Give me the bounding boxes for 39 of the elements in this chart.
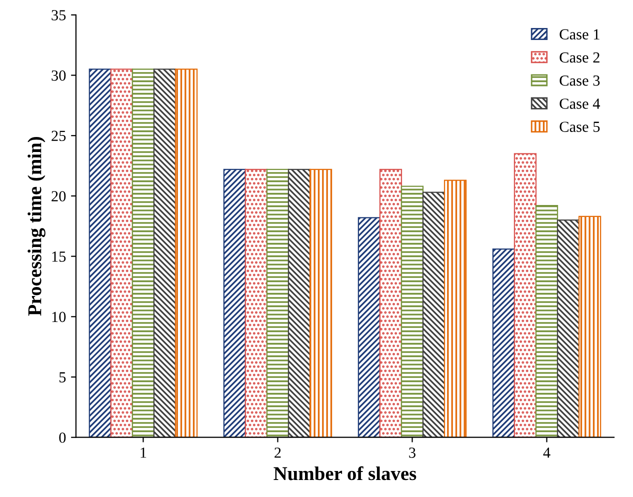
y-tick-label: 35 bbox=[52, 10, 66, 20]
bar bbox=[266, 168, 290, 438]
bar bbox=[556, 220, 580, 438]
bar bbox=[244, 168, 268, 438]
bar bbox=[422, 192, 446, 438]
bar bbox=[535, 205, 558, 438]
bar bbox=[132, 68, 155, 438]
bar bbox=[223, 168, 246, 438]
y-tick-label: 25 bbox=[52, 130, 66, 142]
bar bbox=[444, 180, 467, 438]
x-tick-label: 3 bbox=[409, 448, 416, 458]
legend-label: Case 2 bbox=[560, 52, 600, 63]
bar bbox=[492, 248, 516, 438]
bar bbox=[288, 168, 311, 438]
legend-label: Case 3 bbox=[560, 75, 600, 86]
y-tick-label: 20 bbox=[52, 191, 66, 202]
x-axis-title: Number of slaves bbox=[274, 466, 416, 480]
legend-label: Case 5 bbox=[560, 122, 600, 132]
y-tick-label: 0 bbox=[59, 432, 66, 443]
x-tick-label: 1 bbox=[140, 448, 146, 458]
bar bbox=[379, 168, 402, 438]
y-tick-label: 5 bbox=[59, 372, 66, 382]
legend-label: Case 4 bbox=[560, 98, 600, 109]
y-tick-label: 30 bbox=[52, 70, 66, 81]
bar bbox=[88, 68, 112, 438]
legend-label: Case 1 bbox=[560, 29, 600, 40]
bar bbox=[110, 68, 134, 438]
bar bbox=[578, 216, 602, 438]
bar bbox=[400, 186, 424, 438]
y-tick-label: 15 bbox=[52, 252, 66, 262]
x-tick-label: 2 bbox=[274, 448, 281, 458]
bar bbox=[514, 153, 537, 438]
y-axis-title: Processing time (min) bbox=[28, 136, 46, 316]
y-tick-label: 10 bbox=[52, 312, 66, 322]
bar bbox=[309, 168, 332, 438]
bar bbox=[174, 68, 198, 438]
x-tick-label: 4 bbox=[543, 448, 550, 458]
bar bbox=[153, 68, 176, 438]
bar bbox=[358, 217, 381, 438]
